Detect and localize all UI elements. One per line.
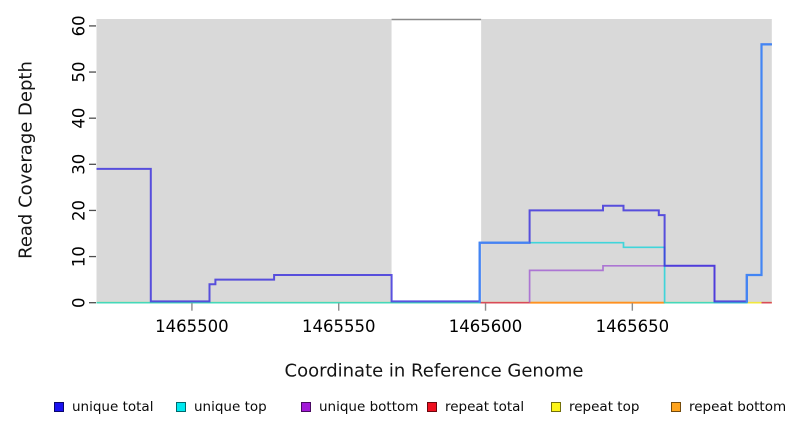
- legend-swatch-icon: [671, 402, 681, 412]
- legend-item-unique-total: unique total: [54, 397, 153, 417]
- legend-label: repeat top: [569, 399, 640, 415]
- series-line-total-top-overlap: [478, 241, 530, 303]
- y-tick-label: 20: [70, 200, 89, 221]
- coverage-gap-region: [391, 17, 482, 303]
- y-tick-label: 10: [70, 246, 89, 267]
- y-tick-label: 50: [70, 62, 89, 83]
- legend-item-repeat-top: repeat top: [551, 397, 639, 417]
- legend-label: repeat total: [445, 399, 525, 415]
- legend-swatch-icon: [176, 402, 186, 412]
- legend-swatch-icon: [427, 402, 437, 412]
- y-axis-title: Read Coverage Depth: [15, 61, 37, 259]
- x-tick-label: 1465500: [155, 317, 229, 336]
- x-tick-label: 1465600: [449, 317, 523, 336]
- legend-swatch-icon: [551, 402, 561, 412]
- chart-canvas: 0 10 20 30 40 50 60 1465500 1465550 1465600 146565…: [70, 15, 772, 336]
- legend-item-unique-top: unique top: [176, 397, 267, 417]
- y-tick-label: 0: [70, 297, 89, 308]
- legend-item-repeat-bottom: repeat bottom: [671, 397, 786, 417]
- legend-swatch-icon: [301, 402, 311, 412]
- legend-label: unique top: [194, 399, 267, 415]
- legend-label: unique total: [72, 399, 154, 415]
- legend-label: repeat bottom: [689, 399, 787, 415]
- legend-swatch-icon: [54, 402, 64, 412]
- legend-item-unique-bottom: unique bottom: [301, 397, 418, 417]
- x-axis-title: Coordinate in Reference Genome: [284, 360, 584, 382]
- legend-item-repeat-total: repeat total: [427, 397, 524, 417]
- series-group: [96, 43, 772, 304]
- series-line-total-top-overlap: [745, 43, 772, 303]
- x-tick-label: 1465650: [596, 317, 670, 336]
- y-tick-label: 40: [70, 108, 89, 129]
- y-tick-label: 60: [70, 15, 89, 36]
- x-tick-label: 1465550: [302, 317, 376, 336]
- legend-label: unique bottom: [319, 399, 419, 415]
- y-tick-label: 30: [70, 154, 89, 175]
- series-line-unique-total: [96, 43, 772, 303]
